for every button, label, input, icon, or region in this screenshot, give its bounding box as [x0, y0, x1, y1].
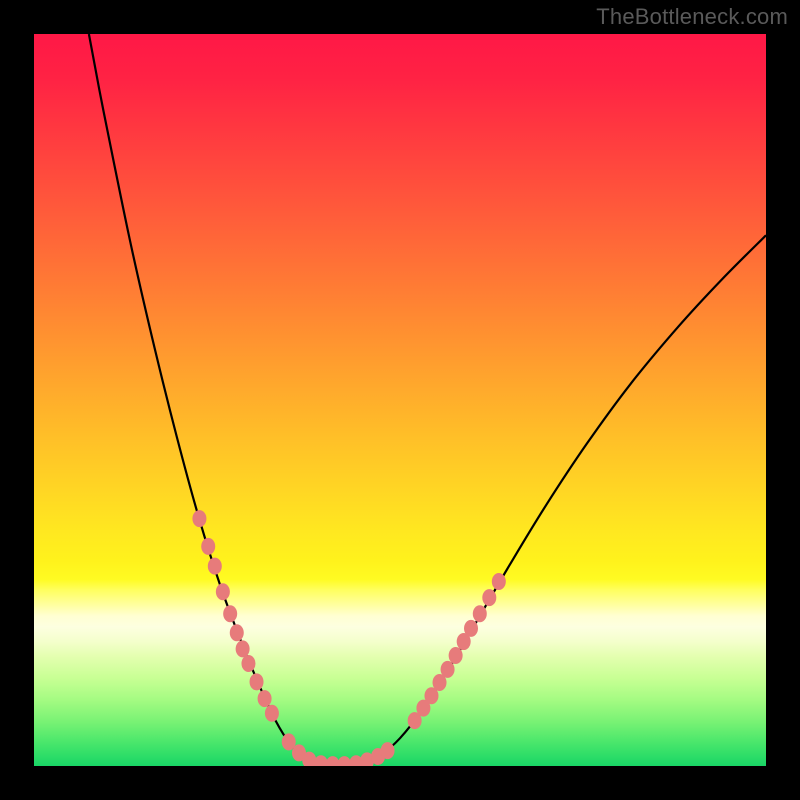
- watermark-text: TheBottleneck.com: [596, 4, 788, 30]
- marker-dot: [265, 705, 279, 722]
- marker-dot: [473, 605, 487, 622]
- marker-dot: [492, 573, 506, 590]
- marker-dot: [449, 647, 463, 664]
- marker-dot: [464, 620, 478, 637]
- marker-dot: [250, 673, 264, 690]
- marker-dot: [223, 605, 237, 622]
- marker-dot: [482, 589, 496, 606]
- bottleneck-chart: [0, 0, 800, 800]
- marker-dot: [192, 510, 206, 527]
- marker-dot: [381, 742, 395, 759]
- marker-dot: [208, 558, 222, 575]
- marker-dot: [216, 583, 230, 600]
- marker-dot: [241, 655, 255, 672]
- marker-dot: [201, 538, 215, 555]
- marker-dot: [236, 640, 250, 657]
- marker-dot: [258, 690, 272, 707]
- marker-dot: [230, 624, 244, 641]
- marker-dot: [441, 661, 455, 678]
- chart-background-gradient: [34, 34, 766, 766]
